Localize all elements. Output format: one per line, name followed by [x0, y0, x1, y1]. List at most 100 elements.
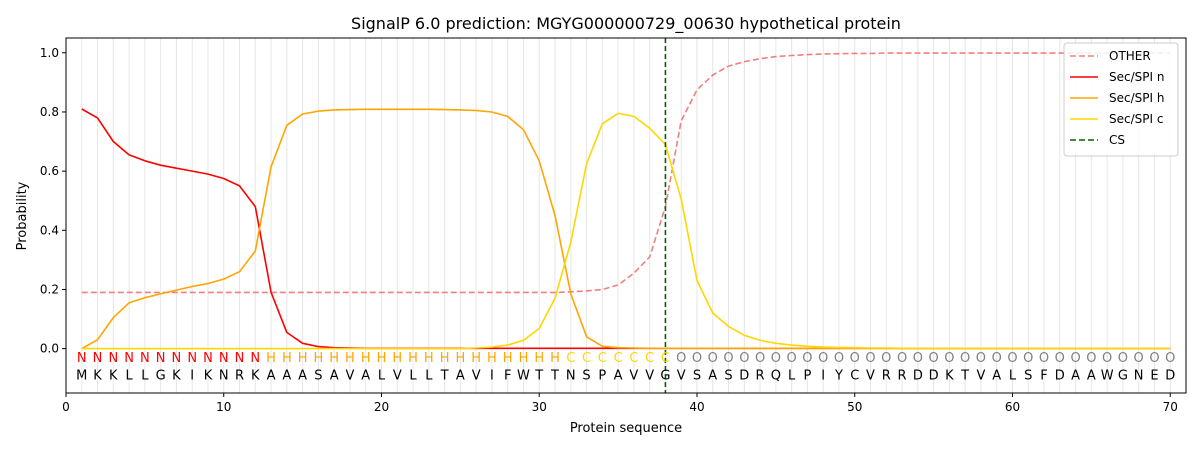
sequence-residue: E [1150, 369, 1158, 384]
region-label: O [787, 351, 797, 366]
region-label: O [960, 351, 970, 366]
legend: OTHER Sec/SPI n Sec/SPI h Sec/SPI c CS [1063, 42, 1179, 157]
region-label: H [392, 351, 402, 366]
region-label: O [708, 351, 718, 366]
sequence-residue: A [1087, 369, 1096, 384]
sequence-residue: N [566, 369, 576, 384]
sequence-residue: W [1101, 369, 1114, 384]
sequence-residue: L [125, 369, 133, 384]
region-label: O [692, 351, 702, 366]
legend-label: Sec/SPI c [1109, 112, 1163, 126]
region-label: O [676, 351, 686, 366]
x-tick-label: 30 [532, 400, 547, 414]
region-label: C [598, 351, 607, 366]
sequence-residue: S [693, 369, 701, 384]
region-label: O [802, 351, 812, 366]
region-label: O [1039, 351, 1049, 366]
region-label: C [614, 351, 623, 366]
x-tick-label: 10 [216, 400, 231, 414]
y-axis-label: Probability [15, 181, 30, 250]
y-tick-label: 1.0 [40, 46, 59, 60]
sequence-residue: R [898, 369, 907, 384]
sequence-residue: A [708, 369, 717, 384]
legend-label: Sec/SPI n [1109, 70, 1164, 84]
sequence-residue: I [490, 369, 494, 384]
y-tick-label: 0.6 [40, 164, 59, 178]
sequence-residue: K [204, 369, 213, 384]
region-label: H [424, 351, 434, 366]
region-label: N [235, 351, 245, 366]
sequence-residue: D [913, 369, 923, 384]
sequence-residue: S [314, 369, 322, 384]
region-label: H [455, 351, 465, 366]
sequence-residue: A [282, 369, 291, 384]
legend-box [1063, 42, 1179, 157]
sequence-residue: K [945, 369, 954, 384]
sequence-residue: T [534, 369, 543, 384]
sequence-residue: V [645, 369, 654, 384]
region-label: H [298, 351, 308, 366]
sequence-residue: F [1040, 369, 1047, 384]
region-label: N [93, 351, 103, 366]
sequence-residue: D [929, 369, 939, 384]
region-label: O [1118, 351, 1128, 366]
sequence-residue: A [298, 369, 307, 384]
region-label: H [440, 351, 450, 366]
region-label: H [408, 351, 418, 366]
y-tick-label: 0.8 [40, 105, 59, 119]
sequence-residue: L [1009, 369, 1017, 384]
sequence-residue: A [361, 369, 370, 384]
sequence-residue: S [724, 369, 732, 384]
sequence-residue: R [235, 369, 244, 384]
sequence-residue: R [756, 369, 765, 384]
series-line-other [81, 52, 1171, 294]
region-label: O [881, 351, 891, 366]
region-label: C [566, 351, 575, 366]
sequence-residue: G [156, 369, 166, 384]
sequence-residue: K [172, 369, 181, 384]
sequence-residue: G [660, 369, 670, 384]
sequence-residue: D [1055, 369, 1065, 384]
region-label: O [865, 351, 875, 366]
region-label: H [329, 351, 339, 366]
legend-label: CS [1109, 133, 1125, 147]
sequence-residue: V [677, 369, 686, 384]
sequence-residue: W [517, 369, 530, 384]
y-axis-ticks: 0.0 0.2 0.4 0.6 0.8 1.0 [40, 46, 66, 356]
sequence-residue: L [141, 369, 149, 384]
sequence-residue: V [393, 369, 402, 384]
sequence-residue: L [409, 369, 417, 384]
region-label: H [314, 351, 324, 366]
sequence-residue: P [803, 369, 811, 384]
region-label: O [834, 351, 844, 366]
region-label: N [124, 351, 134, 366]
chart-title: SignalP 6.0 prediction: MGYG000000729_00… [351, 14, 901, 34]
region-label: O [1055, 351, 1065, 366]
sequence-residue: L [788, 369, 796, 384]
sequence-residue: T [960, 369, 969, 384]
sequence-letters: NMNKNKNLNLNGNKNINKNNNRNKHAHAHAHSHAHVHAHL… [76, 351, 1175, 384]
region-label: O [818, 351, 828, 366]
region-label: H [534, 351, 544, 366]
sequence-residue: Q [771, 369, 781, 384]
plot-frame [65, 37, 1187, 394]
legend-label: Sec/SPI h [1109, 91, 1164, 105]
region-label: O [897, 351, 907, 366]
series-line-sec-spi-c [81, 112, 1171, 350]
x-tick-label: 0 [62, 400, 70, 414]
region-label: N [187, 351, 197, 366]
region-label: O [992, 351, 1002, 366]
region-label: H [519, 351, 529, 366]
sequence-residue: V [345, 369, 354, 384]
x-axis-label: Protein sequence [570, 421, 682, 436]
sequence-residue: K [109, 369, 118, 384]
region-label: H [503, 351, 513, 366]
region-label: O [739, 351, 749, 366]
sequence-residue: S [1024, 369, 1032, 384]
sequence-residue: V [629, 369, 638, 384]
sequence-residue: A [456, 369, 465, 384]
region-label: C [582, 351, 591, 366]
region-label: O [976, 351, 986, 366]
